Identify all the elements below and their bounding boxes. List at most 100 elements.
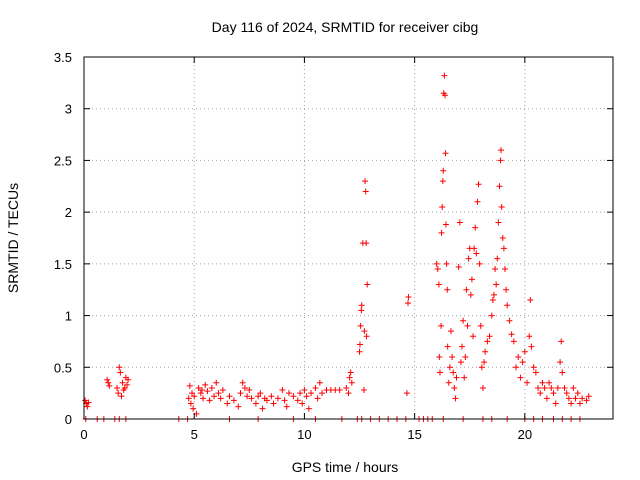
data-point bbox=[356, 341, 363, 348]
data-point bbox=[494, 255, 501, 262]
data-point bbox=[290, 393, 297, 400]
data-point bbox=[508, 331, 515, 338]
data-point bbox=[499, 235, 506, 241]
data-point bbox=[308, 390, 315, 397]
data-point bbox=[312, 384, 319, 391]
data-point bbox=[585, 393, 592, 400]
data-point bbox=[208, 384, 215, 391]
data-point bbox=[506, 317, 513, 324]
y-tick-label: 0.5 bbox=[54, 360, 72, 375]
data-point bbox=[444, 343, 451, 350]
data-point bbox=[515, 353, 522, 360]
data-point bbox=[347, 369, 354, 376]
data-point bbox=[360, 387, 367, 394]
data-point bbox=[478, 364, 485, 371]
data-point bbox=[257, 390, 264, 397]
data-point bbox=[356, 348, 363, 355]
data-point bbox=[336, 387, 343, 394]
data-point bbox=[104, 376, 111, 383]
data-point bbox=[255, 393, 262, 400]
data-point bbox=[348, 379, 355, 386]
data-point bbox=[482, 348, 489, 355]
data-point bbox=[241, 384, 248, 391]
data-point bbox=[119, 379, 126, 386]
data-point bbox=[459, 343, 466, 350]
data-point bbox=[190, 405, 197, 412]
data-point bbox=[452, 395, 459, 402]
data-point bbox=[217, 395, 224, 402]
data-point bbox=[230, 397, 237, 404]
data-point bbox=[541, 384, 548, 391]
data-point bbox=[405, 300, 412, 307]
data-point bbox=[200, 395, 207, 402]
data-point bbox=[118, 393, 125, 400]
data-point bbox=[530, 364, 537, 371]
data-point bbox=[105, 379, 112, 386]
data-point bbox=[455, 263, 462, 270]
data-point bbox=[473, 250, 480, 257]
data-point bbox=[213, 379, 220, 386]
data-point bbox=[125, 376, 132, 383]
data-point bbox=[557, 359, 564, 366]
data-point bbox=[498, 147, 505, 154]
data-point bbox=[568, 400, 575, 407]
x-tick-labels: 0 5 10 15 20 bbox=[80, 427, 532, 442]
data-point bbox=[493, 281, 500, 288]
data-point bbox=[477, 322, 484, 329]
data-point bbox=[268, 393, 275, 400]
data-point bbox=[116, 364, 123, 371]
data-point bbox=[189, 390, 196, 397]
data-point bbox=[528, 343, 535, 350]
data-point bbox=[283, 403, 290, 410]
data-point bbox=[513, 364, 520, 371]
y-tick-label: 2.5 bbox=[54, 153, 72, 168]
data-point bbox=[252, 400, 259, 407]
data-point bbox=[583, 397, 590, 404]
x-tick-label: 10 bbox=[297, 427, 311, 442]
data-point bbox=[237, 390, 244, 397]
data-point bbox=[285, 390, 292, 397]
data-point bbox=[489, 297, 496, 304]
data-point bbox=[435, 281, 442, 288]
data-point bbox=[468, 276, 475, 283]
data-point bbox=[461, 374, 468, 381]
data-point bbox=[552, 400, 559, 407]
data-point bbox=[446, 364, 453, 371]
axis-ticks bbox=[83, 56, 613, 420]
y-tick-label: 2 bbox=[65, 205, 72, 220]
data-point bbox=[303, 393, 310, 400]
data-point bbox=[405, 293, 412, 300]
data-point bbox=[561, 384, 568, 391]
data-point bbox=[362, 178, 369, 185]
data-point bbox=[117, 369, 124, 376]
y-tick-labels: 0 0.5 1 1.5 2 2.5 3 3.5 bbox=[54, 50, 72, 427]
y-tick-label: 3 bbox=[65, 102, 72, 117]
data-point bbox=[471, 245, 478, 252]
data-point bbox=[301, 387, 308, 394]
data-point bbox=[496, 183, 503, 190]
data-point bbox=[462, 353, 469, 360]
data-point bbox=[492, 266, 499, 273]
data-point bbox=[453, 374, 460, 381]
data-point bbox=[537, 390, 544, 397]
data-point bbox=[449, 353, 456, 360]
data-point bbox=[521, 348, 528, 355]
data-point bbox=[316, 379, 323, 386]
data-point bbox=[463, 286, 470, 293]
data-point bbox=[363, 333, 370, 340]
data-point bbox=[498, 203, 505, 210]
data-point bbox=[563, 390, 570, 397]
data-point bbox=[281, 397, 288, 404]
data-point bbox=[519, 359, 526, 366]
data-point bbox=[197, 390, 204, 397]
data-point bbox=[484, 338, 491, 345]
data-point bbox=[470, 333, 477, 340]
data-point bbox=[481, 359, 488, 366]
y-tick-label: 1.5 bbox=[54, 257, 72, 272]
x-axis-label: GPS time / hours bbox=[292, 459, 399, 475]
data-point bbox=[476, 260, 483, 267]
data-point bbox=[479, 384, 486, 391]
data-point bbox=[443, 260, 450, 267]
